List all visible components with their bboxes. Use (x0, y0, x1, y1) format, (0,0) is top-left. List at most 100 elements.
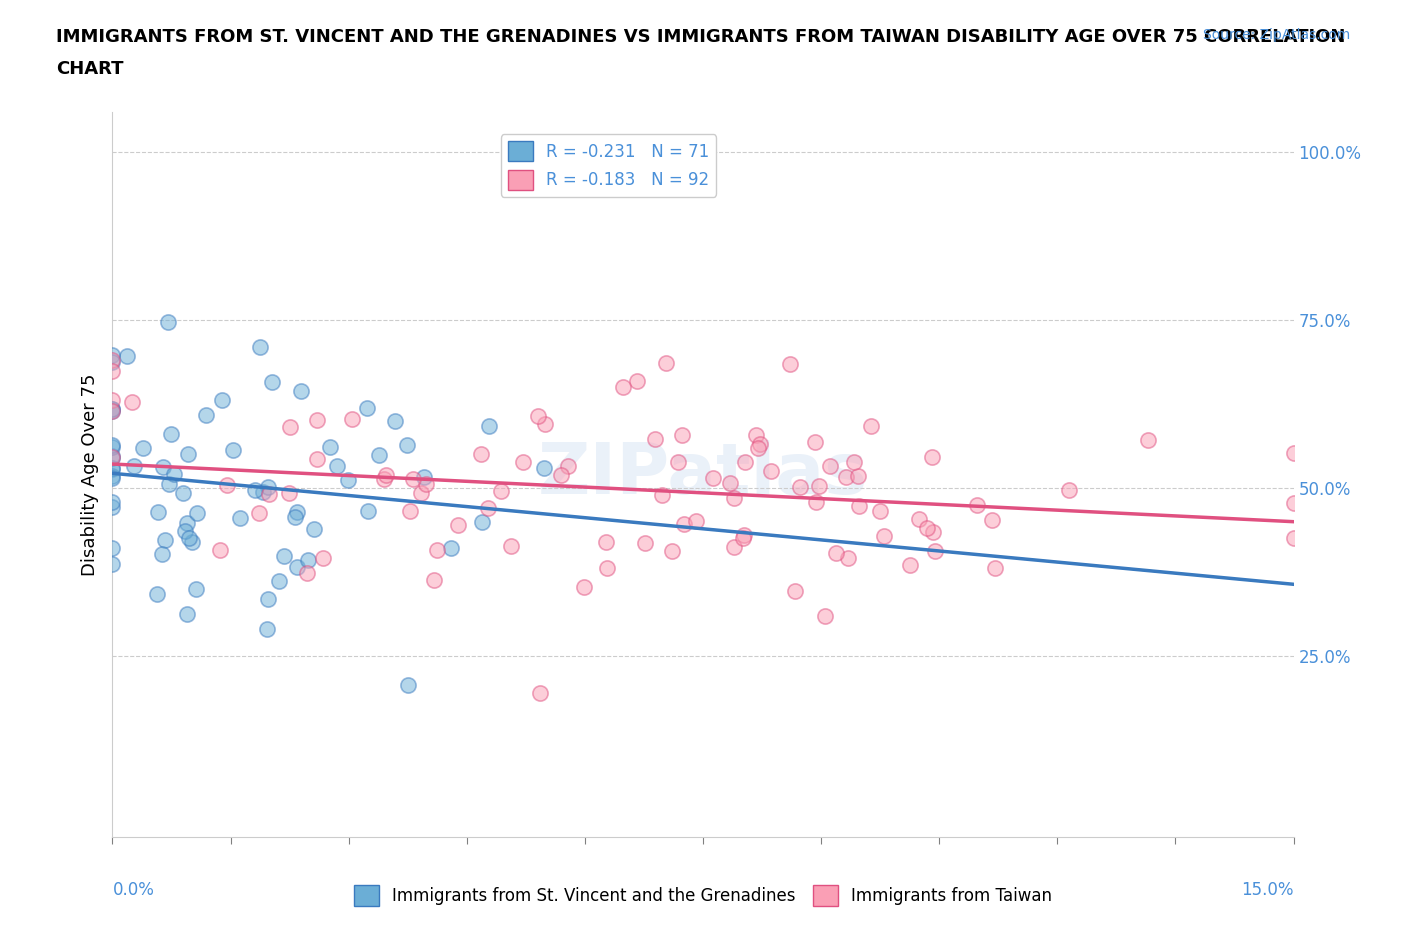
Point (661, 543, 683, 558)
Point (101, 471, 124, 485)
Point (848, 498, 870, 513)
Point (478, 418, 501, 433)
Point (804, 495, 827, 510)
Point (1136, 432, 1159, 447)
Point (101, 460, 124, 475)
Point (634, 535, 657, 550)
Point (384, 414, 406, 429)
Text: 15.0%: 15.0% (1241, 881, 1294, 898)
Point (101, 495, 124, 510)
Point (243, 483, 266, 498)
Point (186, 581, 208, 596)
Point (101, 451, 124, 466)
Point (966, 498, 988, 512)
Point (124, 459, 146, 474)
Point (804, 435, 827, 450)
Point (859, 418, 882, 433)
Point (470, 446, 492, 461)
Point (626, 373, 648, 388)
Point (373, 472, 395, 486)
Point (181, 535, 204, 550)
Point (395, 437, 418, 452)
Point (101, 402, 124, 417)
Point (101, 556, 124, 571)
Point (336, 472, 359, 487)
Point (177, 446, 200, 461)
Point (101, 364, 124, 379)
Point (160, 427, 183, 442)
Point (747, 440, 769, 455)
Point (723, 540, 745, 555)
Point (672, 516, 695, 531)
Point (177, 530, 200, 545)
Point (319, 440, 342, 455)
Point (869, 504, 891, 519)
Point (101, 438, 124, 453)
Point (278, 419, 301, 434)
Point (285, 560, 308, 575)
Point (734, 455, 756, 470)
Point (101, 450, 124, 465)
Point (423, 573, 446, 588)
Point (176, 606, 198, 621)
Legend: Immigrants from St. Vincent and the Grenadines, Immigrants from Taiwan: Immigrants from St. Vincent and the Gren… (347, 879, 1059, 912)
Point (121, 394, 143, 409)
Point (101, 392, 124, 407)
Text: ZIPatlas: ZIPatlas (538, 440, 868, 509)
Point (101, 540, 124, 555)
Point (557, 458, 579, 473)
Text: Source: ZipAtlas.com: Source: ZipAtlas.com (1202, 28, 1350, 42)
Point (172, 485, 194, 500)
Point (284, 510, 307, 525)
Point (842, 454, 865, 469)
Point (907, 512, 929, 526)
Point (1282, 496, 1305, 511)
Point (256, 621, 278, 636)
Point (808, 478, 831, 493)
Point (307, 412, 329, 427)
Point (146, 586, 169, 601)
Point (163, 467, 186, 482)
Point (837, 551, 859, 565)
Point (412, 469, 434, 484)
Point (157, 476, 180, 491)
Point (921, 449, 943, 464)
Point (259, 486, 281, 501)
Point (759, 464, 782, 479)
Point (834, 470, 856, 485)
Point (326, 458, 349, 473)
Point (718, 475, 741, 490)
Point (305, 451, 328, 466)
Point (924, 544, 946, 559)
Point (898, 557, 921, 572)
Point (115, 349, 138, 364)
Point (915, 521, 938, 536)
Point (440, 540, 463, 555)
Point (779, 356, 801, 371)
Point (287, 504, 309, 519)
Point (702, 471, 724, 485)
Point (396, 678, 419, 693)
Point (820, 458, 842, 473)
Point (252, 485, 274, 499)
Point (814, 609, 837, 624)
Point (297, 552, 319, 567)
Point (612, 379, 634, 394)
Point (290, 383, 312, 398)
Point (368, 448, 391, 463)
Point (872, 528, 894, 543)
Point (489, 484, 512, 498)
Point (247, 506, 270, 521)
Point (723, 491, 745, 506)
Point (101, 462, 124, 477)
Point (572, 580, 595, 595)
Point (312, 551, 335, 565)
Text: 0.0%: 0.0% (112, 881, 155, 898)
Point (1282, 445, 1305, 460)
Point (278, 486, 301, 501)
Point (527, 408, 550, 423)
Point (152, 460, 174, 475)
Point (302, 521, 325, 536)
Point (446, 517, 468, 532)
Point (262, 375, 284, 390)
